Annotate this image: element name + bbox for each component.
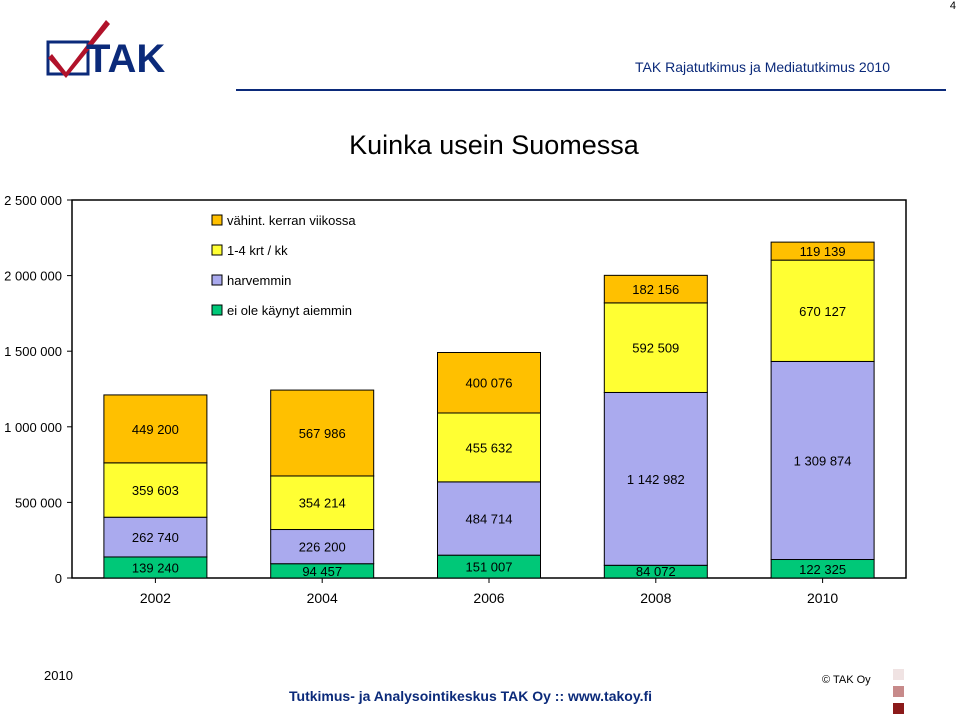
- bar-segment: [770, 241, 875, 261]
- legend-swatch: [211, 244, 223, 256]
- y-tick-label: 0: [55, 571, 62, 586]
- x-tick-label: 2002: [140, 590, 171, 606]
- bar-segment: [603, 274, 708, 304]
- y-tick-label: 2 000 000: [4, 269, 62, 284]
- data-label: 592 509: [632, 341, 679, 356]
- bar-segment: [437, 351, 541, 414]
- footer-text: Tutkimus- ja Analysointikeskus TAK Oy ::…: [289, 688, 653, 704]
- data-label: 567 986: [299, 426, 346, 441]
- y-tick-label: 500 000: [15, 495, 62, 510]
- legend-swatch: [211, 214, 223, 226]
- y-tick-label: 1 000 000: [4, 420, 62, 435]
- data-label: 484 714: [466, 512, 513, 527]
- page-number: 4: [949, 0, 956, 12]
- bar-segment: [603, 391, 708, 566]
- data-label: 262 740: [132, 530, 179, 545]
- chart-title: Kuinka usein Suomessa: [349, 130, 639, 160]
- bar-segment: [270, 475, 375, 531]
- tak-logo: TAK: [44, 14, 194, 84]
- legend-label: 1-4 krt / kk: [227, 243, 288, 258]
- data-label: 226 200: [299, 540, 346, 555]
- bar-segment: [770, 259, 875, 362]
- data-label: 670 127: [799, 304, 846, 319]
- bar-segment: [103, 516, 208, 558]
- decor-square-dark: [893, 703, 904, 714]
- bar-segment: [270, 529, 375, 565]
- data-label: 94 457: [302, 564, 342, 579]
- bar-segment: [270, 389, 375, 477]
- bar-segment: [103, 394, 208, 464]
- data-label: 84 072: [636, 564, 676, 579]
- data-label: 354 214: [299, 496, 346, 511]
- decor-square-light: [893, 669, 904, 680]
- decor-square-mid: [893, 686, 904, 697]
- bar-segment: [770, 360, 875, 561]
- footer-year: 2010: [44, 668, 73, 683]
- data-label: 182 156: [632, 282, 679, 297]
- y-tick-label: 1 500 000: [4, 344, 62, 359]
- header-divider: [236, 89, 946, 91]
- x-tick-label: 2004: [307, 590, 338, 606]
- y-tick-label: 2 500 000: [4, 193, 62, 208]
- data-label: 1 309 874: [794, 453, 852, 468]
- x-tick-label: 2008: [640, 590, 671, 606]
- data-label: 359 603: [132, 483, 179, 498]
- legend-label: harvemmin: [227, 273, 291, 288]
- data-label: 455 632: [466, 440, 513, 455]
- legend-swatch: [211, 274, 223, 286]
- data-label: 122 325: [799, 562, 846, 577]
- legend-label: vähint. kerran viikossa: [227, 213, 356, 228]
- stacked-bar-chart: 0 500 000 1 000 000 1 500 000 2 000 000 2 500…: [4, 193, 907, 606]
- data-label: 139 240: [132, 560, 179, 575]
- bar-segment: [437, 481, 541, 556]
- x-tick-label: 2010: [807, 590, 838, 606]
- legend-label: ei ole käynyt aiemmin: [227, 303, 352, 318]
- svg-text:TAK: TAK: [86, 37, 165, 81]
- header-title: TAK Rajatutkimus ja Mediatutkimus 2010: [635, 59, 890, 75]
- bar-segment: [603, 302, 708, 393]
- data-label: 449 200: [132, 422, 179, 437]
- data-label: 1 142 982: [627, 472, 685, 487]
- data-label: 119 139: [800, 244, 846, 259]
- footer-copyright: © TAK Oy: [822, 674, 871, 686]
- x-tick-label: 2006: [473, 590, 504, 606]
- bar-segment: [437, 412, 541, 483]
- data-label: 151 007: [466, 560, 513, 575]
- data-label: 400 076: [466, 376, 513, 391]
- legend-swatch: [211, 304, 223, 316]
